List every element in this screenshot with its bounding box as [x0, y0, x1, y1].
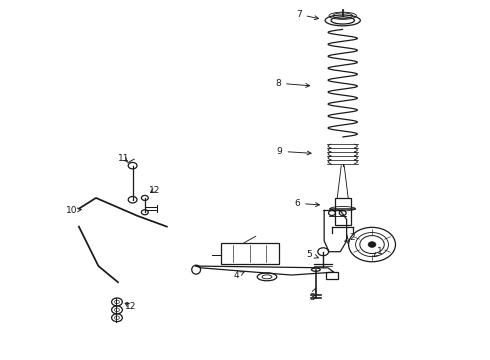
Text: 11: 11 [118, 154, 129, 163]
Text: 6: 6 [294, 199, 319, 208]
Text: 9: 9 [277, 147, 311, 156]
Text: 1: 1 [374, 247, 383, 257]
Text: 4: 4 [234, 271, 245, 280]
Text: 7: 7 [296, 10, 318, 20]
Bar [326, 272, 338, 279]
Text: 10: 10 [66, 206, 81, 215]
Text: 12: 12 [124, 302, 136, 311]
Circle shape [368, 242, 376, 247]
Text: 2: 2 [344, 233, 355, 242]
Text: 3: 3 [309, 288, 316, 302]
Bar [335, 198, 350, 225]
Text: 8: 8 [275, 79, 310, 88]
Text: 5: 5 [307, 250, 318, 259]
Text: 12: 12 [149, 185, 160, 194]
